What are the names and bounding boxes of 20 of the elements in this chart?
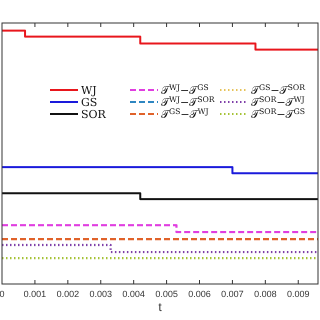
x-tick-label: 0.007	[221, 289, 244, 299]
legend-label: 𝒯$^{WJ}$−𝒯$^{SOR}$	[161, 94, 215, 109]
x-axis-title: t	[158, 300, 162, 314]
x-tick-label: 0.005	[155, 289, 178, 299]
legend-label: 𝒯$^{SOR}$−𝒯$^{WJ}$	[251, 94, 305, 109]
legend-label: GS	[81, 96, 98, 109]
legend-label: 𝒯$^{WJ}$−𝒯$^{GS}$	[161, 82, 209, 97]
legend-label: 𝒯$^{GS}$−𝒯$^{WJ}$	[161, 106, 209, 121]
x-tick-label: 0.002	[56, 289, 80, 299]
legend-label: 𝒯$^{GS}$−𝒯$^{SOR}$	[251, 82, 306, 97]
x-tick-label: 0.008	[254, 289, 277, 299]
x-tick-label: 0	[0, 289, 5, 299]
x-tick-label: 0.009	[286, 289, 310, 299]
legend-label: SOR	[81, 108, 107, 121]
x-tick-label: 0.004	[122, 289, 145, 299]
x-tick-label: 0.003	[89, 289, 112, 299]
x-tick-label: 0.006	[188, 289, 211, 299]
legend-label: 𝒯$^{SOR}$−𝒯$^{GS}$	[251, 106, 305, 121]
x-tick-label: 0.001	[24, 289, 46, 299]
legend-label: WJ	[81, 84, 97, 97]
